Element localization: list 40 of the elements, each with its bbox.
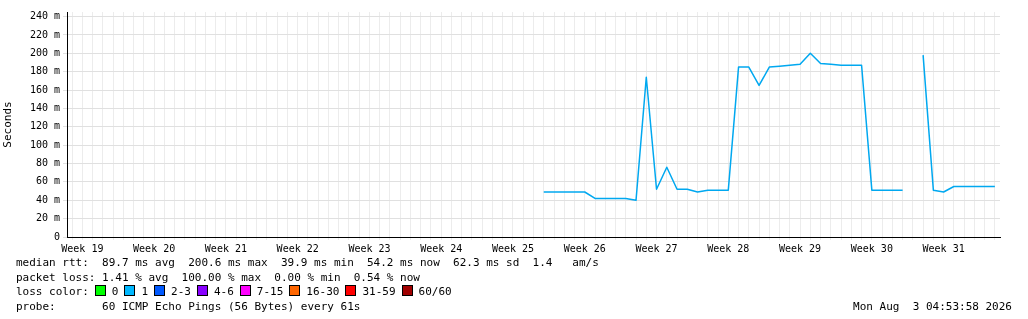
text: 1: [141, 285, 149, 298]
text: 60/60: [418, 285, 452, 298]
y-tick-label: 20 m: [35, 212, 60, 224]
y-tick-label: 180 m: [29, 65, 60, 77]
y-tick-label: 240 m: [29, 10, 60, 22]
y-tick-label: 220 m: [29, 28, 60, 40]
x-tick-label: Week 24: [420, 242, 463, 254]
text: 4-6: [213, 285, 234, 298]
text: probe: 60 ICMP Echo Pings (56 Bytes) every 61s: [16, 299, 361, 313]
x-tick-label: Week 20: [133, 242, 176, 254]
y-axis-title: Seconds: [1, 101, 15, 148]
x-tick-label: Week 22: [276, 242, 319, 254]
x-tick-label: Week 29: [778, 242, 822, 254]
x-tick-label: Week 25: [491, 242, 535, 254]
y-tick-label: 160 m: [29, 83, 60, 95]
text: 31-59: [362, 285, 396, 298]
x-tick-label: Week 19: [61, 242, 104, 254]
text: packet loss: 1.41 % avg 100.00 % max 0.00 % min 0.54 % now: [16, 270, 421, 285]
text: 2-3: [171, 285, 191, 298]
x-tick-label: Week 28: [707, 242, 750, 254]
y-tick-label: 100 m: [29, 138, 60, 150]
y-tick-label: 140 m: [29, 102, 60, 114]
y-tick-label: 120 m: [29, 120, 60, 132]
x-tick-label: Week 21: [204, 242, 247, 254]
y-tick-label: 80 m: [35, 157, 60, 169]
y-tick-label: 0: [53, 230, 60, 242]
text: loss color:: [16, 285, 89, 298]
y-tick-label: 60 m: [35, 175, 60, 187]
x-tick-label: Week 23: [348, 242, 391, 254]
text: Mon Aug 3 04:53:58 2026: [853, 299, 1012, 314]
x-tick-label: Week 31: [922, 242, 965, 254]
text: 16-30: [306, 285, 340, 298]
x-tick-label: Week 27: [635, 242, 678, 254]
text: 7-15: [256, 285, 284, 298]
y-tick-label: 40 m: [35, 193, 60, 205]
text: 0: [111, 285, 119, 298]
x-tick-label: Week 30: [850, 242, 893, 254]
text: median rtt: 89.7 ms avg 200.6 ms max 39.9 ms min 54.2 ms now 62.3 ms sd 1.4 am/s: [16, 256, 600, 271]
y-tick-label: 200 m: [29, 46, 60, 58]
x-tick-label: Week 26: [563, 242, 606, 254]
